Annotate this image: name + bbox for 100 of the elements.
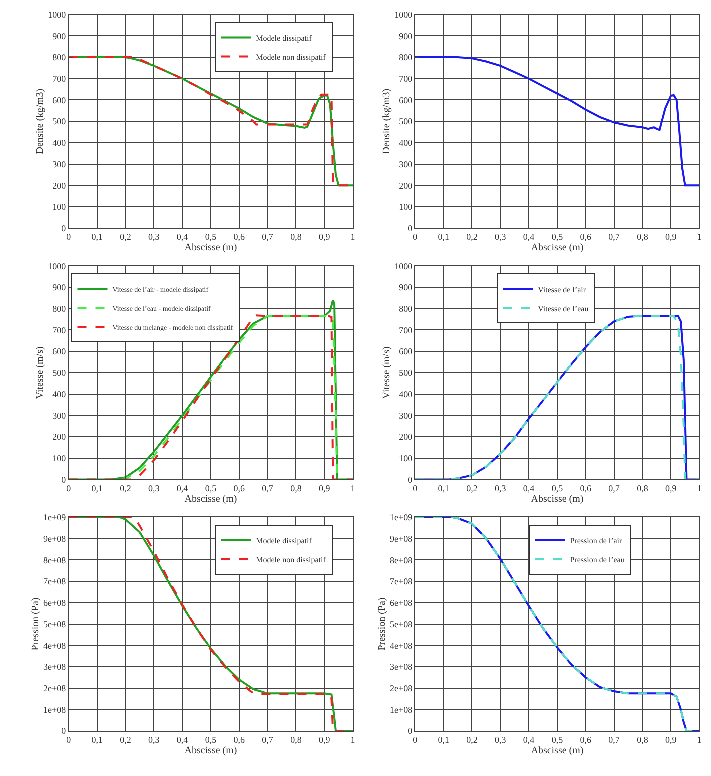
x-tick-label: 0,1 <box>438 232 450 242</box>
y-tick-label: 0 <box>62 726 67 736</box>
y-tick-label: 500 <box>52 116 67 127</box>
y-tick-label: 800 <box>399 304 414 314</box>
y-tick-label: 700 <box>52 325 67 336</box>
y-axis-title: Pression (Pa) <box>377 598 388 651</box>
y-tick-label: 600 <box>399 346 414 357</box>
x-axis-title: Abscisse (m) <box>184 242 238 254</box>
y-tick-label: 500 <box>399 368 414 378</box>
x-tick-label: 0,9 <box>666 734 678 745</box>
x-tick-label: 0,7 <box>608 232 620 242</box>
y-tick-label: 300 <box>399 159 414 170</box>
x-tick-label: 1 <box>350 232 356 242</box>
x-tick-label: 0,9 <box>666 484 678 494</box>
x-tick-label: 0,5 <box>552 232 564 242</box>
y-tick-label: 9e+08 <box>44 534 67 544</box>
y-tick-label: 300 <box>52 410 67 421</box>
y-tick-label: 500 <box>52 368 67 378</box>
x-tick-label: 0,7 <box>262 232 274 242</box>
legend-label: Pression de l’air <box>570 536 623 546</box>
x-tick-label: 0,8 <box>290 734 302 745</box>
x-tick-label: 0,8 <box>637 484 649 494</box>
x-tick-label: 0,3 <box>495 484 507 494</box>
x-tick-label: 0,4 <box>176 484 189 494</box>
x-tick-label: 0,6 <box>234 734 246 745</box>
y-tick-label: 400 <box>52 138 67 148</box>
legend-label: Modele non dissipatif <box>256 556 326 565</box>
x-tick-label: 0,9 <box>319 232 331 242</box>
x-tick-label: 0,3 <box>495 734 507 745</box>
y-tick-label: 0 <box>62 224 67 234</box>
x-tick-label: 0,9 <box>319 734 331 745</box>
x-tick-label: 1 <box>350 734 356 745</box>
x-tick-label: 0,3 <box>148 232 160 242</box>
x-tick-label: 0,4 <box>523 734 536 745</box>
x-axis-title: Abscisse (m) <box>184 494 238 506</box>
y-tick-label: 100 <box>399 454 414 464</box>
y-tick-label: 800 <box>52 52 67 63</box>
y-tick-label: 900 <box>399 31 414 42</box>
x-tick-label: 0,5 <box>205 232 218 242</box>
y-tick-label: 900 <box>52 31 67 42</box>
x-tick-label: 0,8 <box>290 484 302 494</box>
x-tick-label: 1 <box>697 484 702 494</box>
y-tick-label: 5e+08 <box>44 619 67 630</box>
line-series <box>68 517 354 732</box>
y-tick-label: 200 <box>399 432 414 442</box>
y-tick-label: 8e+08 <box>390 555 414 566</box>
y-axis-title: Densite (kg/m3) <box>35 88 46 154</box>
line-series <box>415 56 700 187</box>
x-tick-label: 0,9 <box>666 232 678 242</box>
x-axis-title: Abscisse (m) <box>531 745 584 756</box>
y-tick-label: 100 <box>52 454 67 464</box>
x-tick-label: 0,1 <box>92 232 103 242</box>
x-tick-label: 0,6 <box>580 734 592 745</box>
y-axis-title: Vitesse (m/s) <box>382 346 393 400</box>
x-axis-title: Abscisse (m) <box>184 745 238 756</box>
x-tick-label: 0,4 <box>523 232 536 242</box>
x-tick-label: 0,8 <box>290 232 302 242</box>
x-tick-label: 0,6 <box>234 232 246 242</box>
legend-label: Modele dissipatif <box>256 536 312 546</box>
y-tick-label: 600 <box>52 95 67 106</box>
y-tick-label: 600 <box>399 95 414 106</box>
y-tick-label: 0 <box>62 474 67 485</box>
y-tick-label: 0 <box>408 726 414 736</box>
y-tick-label: 1000 <box>48 261 67 272</box>
x-axis-title: Abscisse (m) <box>531 242 584 254</box>
y-tick-label: 6e+08 <box>44 598 67 608</box>
y-tick-label: 0 <box>408 224 414 234</box>
x-tick-label: 0,6 <box>580 232 592 242</box>
legend-label: Modele non dissipatif <box>256 52 326 62</box>
y-tick-label: 700 <box>52 74 67 84</box>
y-tick-label: 300 <box>52 159 67 170</box>
x-tick-label: 1 <box>697 734 702 745</box>
y-tick-label: 400 <box>399 389 414 400</box>
x-tick-label: 0,1 <box>438 484 450 494</box>
y-tick-label: 800 <box>399 52 414 63</box>
x-tick-label: 0,3 <box>148 484 160 494</box>
x-tick-label: 0,8 <box>637 232 649 242</box>
y-tick-label: 4e+08 <box>390 640 414 651</box>
x-tick-label: 0,4 <box>176 734 189 745</box>
x-tick-label: 0,2 <box>466 484 478 494</box>
y-tick-label: 500 <box>399 116 414 127</box>
legend-label: Vitesse de l’air <box>538 285 586 294</box>
y-axis-title: Densite (kg/m3) <box>382 88 393 154</box>
x-tick-label: 0,5 <box>205 484 218 494</box>
y-tick-label: 800 <box>52 304 67 314</box>
y-tick-label: 300 <box>399 410 414 421</box>
x-tick-label: 1 <box>350 484 356 494</box>
y-tick-label: 700 <box>399 74 414 84</box>
x-tick-label: 0,2 <box>120 484 132 494</box>
x-tick-label: 0,3 <box>495 232 507 242</box>
x-tick-label: 0,8 <box>637 734 649 745</box>
y-tick-label: 6e+08 <box>390 598 414 608</box>
y-tick-label: 1000 <box>48 10 67 20</box>
x-tick-label: 0,7 <box>608 734 620 745</box>
y-tick-label: 200 <box>52 180 67 191</box>
x-tick-label: 0,2 <box>466 232 478 242</box>
y-tick-label: 100 <box>52 202 67 212</box>
y-tick-label: 200 <box>399 180 414 191</box>
x-tick-label: 0,2 <box>120 232 132 242</box>
x-tick-label: 0,6 <box>234 484 246 494</box>
